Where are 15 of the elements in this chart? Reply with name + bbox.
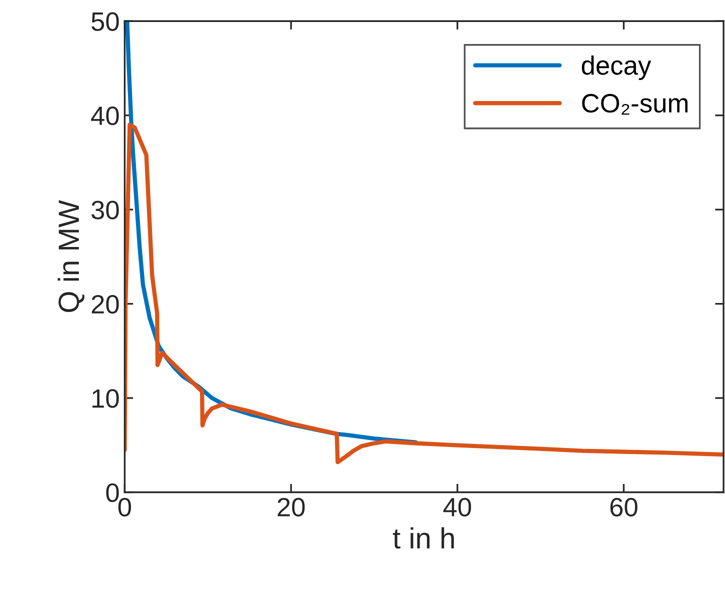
x-tick-label: 40 (443, 498, 472, 517)
y-tick-label: 10 (92, 389, 119, 408)
x-axis-title: t in h (392, 527, 454, 549)
legend-label: decay (582, 55, 652, 80)
y-tick-label: 0 (106, 483, 119, 502)
line-series (124, 122, 724, 464)
x-tick-label: 60 (610, 498, 638, 517)
y-tick-label: 30 (91, 200, 119, 220)
y-tick-label: 40 (91, 106, 119, 126)
y-tick-label: 50 (92, 12, 119, 31)
x-tick-label: 0 (118, 498, 132, 517)
x-tick-label: 20 (278, 498, 305, 517)
y-axis-title: Q in MW (58, 200, 84, 312)
legend-label: CO₂-sum (582, 94, 688, 115)
y-tick-label: 20 (92, 294, 119, 314)
